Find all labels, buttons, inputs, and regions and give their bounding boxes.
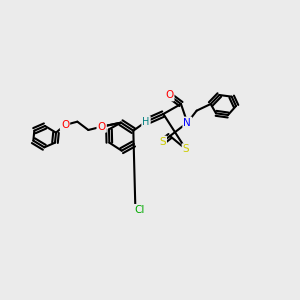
Text: Cl: Cl (134, 205, 145, 215)
Text: O: O (61, 120, 69, 130)
Text: H: H (142, 117, 150, 127)
Text: O: O (165, 90, 173, 100)
Text: S: S (159, 137, 166, 147)
Text: S: S (183, 144, 189, 154)
Text: O: O (98, 122, 106, 132)
Text: N: N (184, 118, 191, 128)
